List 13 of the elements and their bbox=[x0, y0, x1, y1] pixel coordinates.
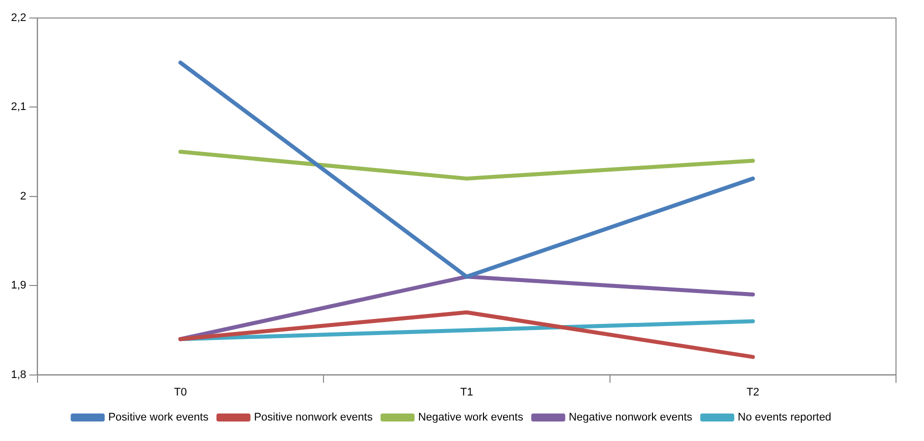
legend-label: Negative work events bbox=[418, 412, 524, 424]
x-tick-label: T2 bbox=[746, 386, 760, 398]
legend-label: No events reported bbox=[738, 412, 832, 424]
x-tick-label: T0 bbox=[174, 386, 187, 398]
legend-label: Positive nonwork events bbox=[254, 412, 374, 424]
y-tick-label: 1,8 bbox=[10, 368, 26, 381]
y-tick-label: 1,9 bbox=[10, 280, 26, 292]
y-tick-label: 2,2 bbox=[10, 12, 26, 24]
y-tick-label: 2,1 bbox=[10, 101, 26, 114]
x-tick-label: T1 bbox=[460, 386, 474, 398]
y-tick-label: 2 bbox=[20, 190, 26, 202]
legend-label: Negative nonwork events bbox=[568, 412, 693, 424]
legend-label: Positive work events bbox=[108, 412, 209, 424]
